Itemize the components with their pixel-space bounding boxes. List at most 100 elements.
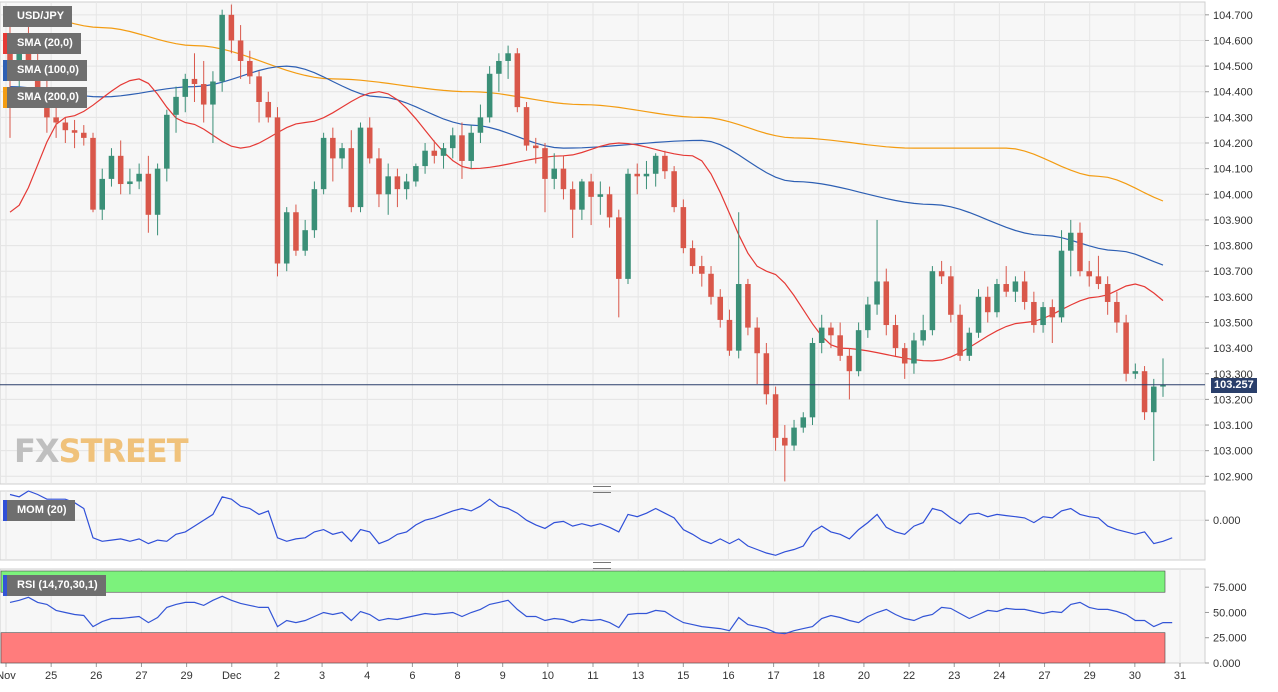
candle-body (791, 427, 797, 446)
candle-body (127, 181, 133, 185)
x-tick-label: 20 (858, 670, 870, 682)
candle-body (376, 158, 382, 195)
candle-body (496, 60, 502, 74)
candle-body (1003, 284, 1009, 292)
candle-body (228, 14, 235, 41)
candle-body (256, 76, 262, 102)
y-tick-label: 104.200 (1213, 138, 1253, 150)
candle-body (809, 342, 816, 418)
candle-body (237, 40, 244, 61)
watermark-street: STREET (58, 432, 189, 470)
candle-body (219, 14, 225, 82)
candle-body (745, 284, 751, 328)
x-tick-label: 24 (993, 670, 1005, 682)
rsi-overbought-zone (0, 570, 1166, 593)
x-tick-label: 11 (587, 670, 598, 682)
y-tick-label: 103.400 (1213, 343, 1253, 355)
candle-body (99, 178, 106, 210)
x-tick-label: 27 (135, 670, 147, 682)
y-tick-label: 104.500 (1213, 61, 1253, 73)
sma100-label: SMA (100,0) (3, 60, 87, 81)
symbol-label: USD/JPY (3, 6, 73, 27)
candle-body (597, 194, 604, 197)
candle-body (1141, 371, 1148, 413)
candle-body (800, 417, 807, 428)
candle-body (247, 60, 253, 77)
x-tick-label: 15 (677, 670, 689, 682)
candle-body (173, 96, 179, 115)
candle-body (311, 189, 318, 231)
y-tick-label: 104.600 (1213, 35, 1253, 47)
candle-body (625, 173, 631, 279)
candle-body (560, 168, 567, 190)
y-tick-label: 103.200 (1213, 394, 1253, 406)
y-tick-label: 103.300 (1213, 369, 1253, 381)
candle-body (468, 132, 474, 161)
y-tick-label: 103.000 (1213, 446, 1253, 458)
candle-body (366, 127, 373, 159)
candle-body (1086, 271, 1092, 277)
rsi-tick-label: 50.000 (1213, 607, 1247, 619)
rsi-tick-label: 25.000 (1213, 633, 1247, 645)
pane-background (0, 1, 1206, 485)
mom-text: MOM (20) (17, 504, 67, 516)
candle-body (274, 117, 281, 264)
candle-body (477, 117, 484, 133)
mom-tick-label: 0.000 (1213, 515, 1241, 527)
symbol-swatch (3, 6, 7, 27)
candle-body (117, 155, 124, 185)
rsi-tick-label: 0.000 (1213, 658, 1241, 670)
candle-body (1132, 371, 1139, 374)
x-tick-label: 29 (1084, 670, 1096, 682)
mom-label: MOM (20) (3, 500, 75, 521)
candle-body (542, 148, 548, 179)
candle-body (883, 281, 890, 326)
candle-body (200, 84, 207, 105)
watermark-fx: FX (14, 432, 60, 470)
candle-body (293, 212, 299, 251)
candle-body (680, 207, 687, 249)
x-tick-label: 27 (1038, 670, 1050, 682)
candle-body (1077, 232, 1083, 272)
candle-body (459, 135, 465, 161)
sma20-text: SMA (20,0) (17, 37, 73, 49)
candle-body (1040, 307, 1046, 326)
candle-body (616, 217, 622, 279)
pane-resize-handle-2[interactable] (593, 562, 611, 569)
pane-resize-handle-1[interactable] (593, 486, 611, 493)
y-tick-label: 104.300 (1213, 112, 1253, 124)
candle-body (874, 281, 880, 305)
candle-body (975, 296, 982, 333)
candle-body (394, 176, 401, 190)
rsi-text: RSI (14,70,30,1) (17, 579, 98, 591)
candle-body (948, 276, 954, 315)
candle-body (523, 107, 530, 146)
y-tick-label: 103.900 (1213, 215, 1253, 227)
candle-body (1012, 281, 1019, 292)
candle-body (1067, 232, 1074, 251)
candle-body (726, 319, 733, 351)
candle-body (828, 327, 834, 336)
x-tick-label: 18 (813, 670, 825, 682)
candle-body (634, 173, 640, 177)
x-tick-label: 4 (364, 670, 370, 682)
sma20-label: SMA (20,0) (3, 33, 81, 54)
candle-body (929, 271, 936, 331)
candle-body (911, 340, 917, 364)
sma200-swatch (3, 87, 7, 108)
candle-body (1151, 386, 1157, 413)
x-tick-label: 16 (722, 670, 734, 682)
x-tick-label: 31 (1174, 670, 1186, 682)
candle-body (90, 137, 96, 210)
y-tick-label: 104.400 (1213, 87, 1253, 99)
rsi-line (9, 595, 1173, 635)
candle-body (1123, 322, 1129, 374)
candle-body (865, 304, 871, 331)
x-tick-label: 3 (319, 670, 325, 682)
candle-body (330, 137, 336, 159)
candle-body (855, 330, 862, 372)
x-tick-label: 13 (632, 670, 644, 682)
candle-body (449, 135, 456, 149)
rsi-oversold-zone (0, 632, 1166, 664)
